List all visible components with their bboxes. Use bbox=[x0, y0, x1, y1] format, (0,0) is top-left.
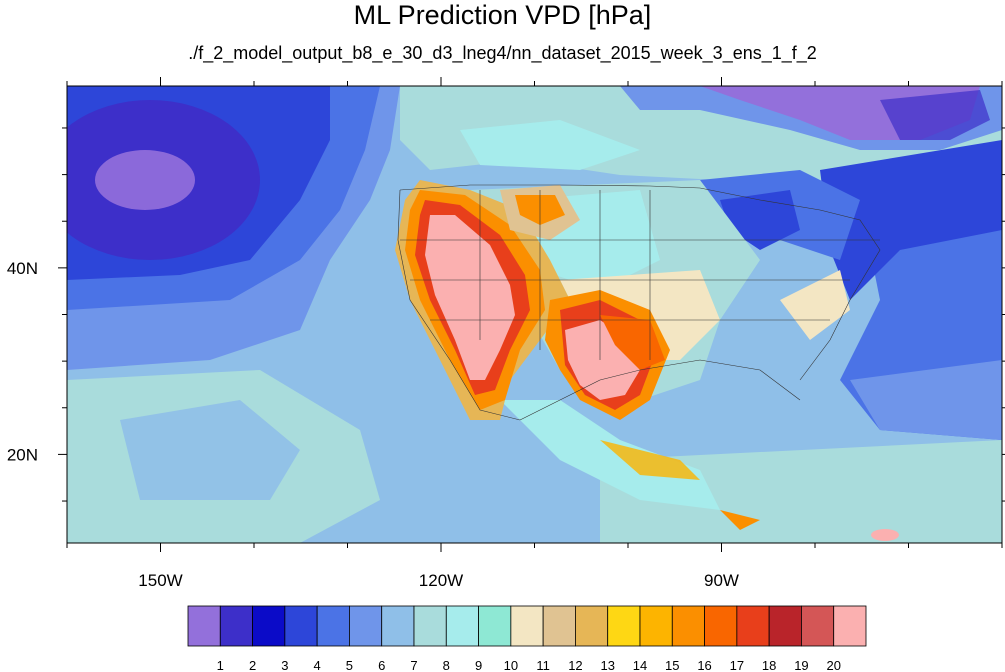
vpd-field bbox=[67, 86, 1002, 543]
colorbar-label: 13 bbox=[600, 658, 614, 672]
colorbar-label: 7 bbox=[410, 658, 417, 672]
colorbar-swatch bbox=[284, 605, 318, 647]
axis-ticks bbox=[58, 77, 1005, 552]
colorbar-swatch bbox=[671, 605, 705, 647]
colorbar-label: 8 bbox=[443, 658, 450, 672]
map-subtitle: ./f_2_model_output_b8_e_30_d3_lneg4/nn_d… bbox=[188, 43, 817, 63]
colorbar-label: 10 bbox=[504, 658, 518, 672]
lat-tick-label: 20N bbox=[7, 445, 38, 464]
colorbar-swatch bbox=[833, 605, 867, 647]
colorbar-label: 5 bbox=[346, 658, 353, 672]
colorbar-label: 16 bbox=[697, 658, 711, 672]
colorbar-swatch bbox=[381, 605, 415, 647]
colorbar-label: 19 bbox=[794, 658, 808, 672]
lon-tick-label: 150W bbox=[138, 571, 182, 590]
colorbar-swatch bbox=[736, 605, 770, 647]
colorbar-label: 14 bbox=[633, 658, 647, 672]
colorbar-label: 17 bbox=[730, 658, 744, 672]
colorbar-label: 18 bbox=[762, 658, 776, 672]
colorbar-label: 20 bbox=[826, 658, 840, 672]
colorbar-label: 12 bbox=[568, 658, 582, 672]
colorbar-swatch bbox=[252, 605, 286, 647]
colorbar-label: 3 bbox=[281, 658, 288, 672]
lon-tick-label: 90W bbox=[704, 571, 739, 590]
colorbar-swatch bbox=[542, 605, 576, 647]
colorbar-label: 4 bbox=[314, 658, 321, 672]
colorbar-label: 2 bbox=[249, 658, 256, 672]
lon-tick-label: 120W bbox=[419, 571, 463, 590]
colorbar-swatch bbox=[607, 605, 641, 647]
colorbar-swatch bbox=[187, 605, 221, 647]
axis-tick-labels: 150W 120W 90W 40N 20N bbox=[7, 259, 739, 590]
colorbar-swatch bbox=[413, 605, 447, 647]
colorbar-swatch bbox=[639, 605, 673, 647]
colorbar-swatch bbox=[349, 605, 383, 647]
lat-tick-label: 40N bbox=[7, 259, 38, 278]
colorbar-swatch bbox=[575, 605, 609, 647]
colorbar-label: 15 bbox=[665, 658, 679, 672]
colorbar-swatch bbox=[704, 605, 738, 647]
colorbar-label: 6 bbox=[378, 658, 385, 672]
colorbar-swatch bbox=[219, 605, 253, 647]
colorbar-swatch bbox=[768, 605, 802, 647]
colorbar-label: 1 bbox=[217, 658, 224, 672]
colorbar-swatch bbox=[445, 605, 479, 647]
colorbar-swatch bbox=[316, 605, 350, 647]
colorbar-swatch bbox=[801, 605, 835, 647]
colorbar-swatch bbox=[478, 605, 512, 647]
colorbar-label: 11 bbox=[536, 658, 550, 672]
map-title: ML Prediction VPD [hPa] bbox=[353, 0, 652, 30]
colorbar: 1 2 3 4 5 6 7 8 9 10 11 12 13 14 15 16 17 18 19 20 bbox=[187, 605, 867, 672]
colorbar-label: 9 bbox=[475, 658, 482, 672]
boundary-lines bbox=[397, 184, 881, 421]
colorbar-swatch bbox=[510, 605, 544, 647]
